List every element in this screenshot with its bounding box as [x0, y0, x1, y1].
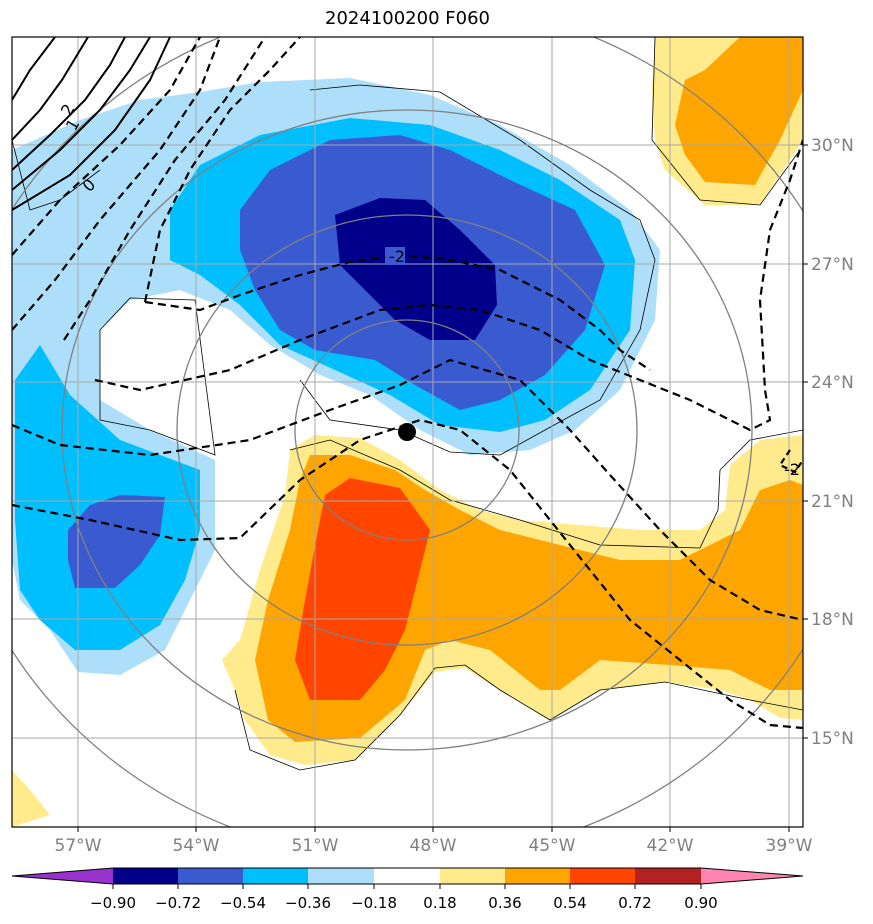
lon-label: 45°W [529, 836, 576, 856]
colorbar-bin [113, 868, 178, 884]
longitude-labels: 57°W 54°W 51°W 48°W 45°W 42°W 39°W [55, 836, 813, 856]
colorbar-label: −0.54 [220, 894, 266, 912]
colorbar-bin [570, 868, 635, 884]
colorbar-label: 0.72 [618, 894, 651, 912]
contour-label-neg2-right: -2 [784, 460, 800, 479]
dashed-contours [12, 37, 803, 730]
colorbar-bin [178, 868, 243, 884]
graticule [12, 37, 803, 827]
lon-label: 42°W [647, 836, 694, 856]
colorbar-label: 0.54 [553, 894, 586, 912]
colorbar-label: −0.36 [285, 894, 331, 912]
colorbar-bin [440, 868, 505, 884]
colorbar-bin [308, 868, 374, 884]
lat-label: 18°N [811, 610, 854, 630]
dashed-contour-right-loop [778, 449, 803, 474]
latitude-labels: 30°N 27°N 24°N 21°N 18°N 15°N [811, 136, 854, 749]
lat-label: 27°N [811, 255, 854, 275]
lon-label: 48°W [410, 836, 457, 856]
colorbar-bin [243, 868, 308, 884]
colorbar-bin [505, 868, 570, 884]
fill-neg054-sw [68, 495, 165, 588]
lat-label: 30°N [811, 136, 854, 156]
lon-label: 57°W [55, 836, 102, 856]
colorbar-extend-low [12, 868, 113, 884]
lat-label: 15°N [811, 729, 854, 749]
colorbar-label: 0.18 [423, 894, 456, 912]
lon-label: 39°W [766, 836, 813, 856]
tick-marks [77, 144, 808, 832]
colorbar-label: −0.18 [351, 894, 397, 912]
lat-label: 21°N [811, 492, 854, 512]
fill-neg036-sw [15, 345, 200, 650]
colorbar-bin [374, 868, 440, 884]
map-title: 2024100200 F060 [325, 8, 490, 29]
lat-label: 24°N [811, 373, 854, 393]
fill-pos036-ne [675, 37, 803, 185]
colorbar-label: −0.72 [155, 894, 201, 912]
colorbar-extend-high [701, 868, 803, 884]
colorbar-bin [635, 868, 701, 884]
colorbar-label: 0.36 [488, 894, 521, 912]
colorbar: −0.90 −0.72 −0.54 −0.36 −0.18 0.18 0.36 … [11, 867, 804, 912]
map-frame [11, 36, 804, 828]
range-rings [12, 37, 803, 827]
contour-label-neg2-center: -2 [389, 247, 405, 266]
solid-contours [12, 37, 171, 211]
colorbar-label: 0.90 [684, 894, 717, 912]
contour-label-bg [385, 247, 405, 265]
fill-pos018-swcorner [12, 770, 50, 827]
lon-label: 51°W [292, 836, 339, 856]
thin-outline-contours [12, 37, 803, 771]
fill-neg072-main [335, 198, 497, 340]
map-area: -2 -2 2 1 0 [12, 37, 803, 827]
storm-center-marker [398, 423, 416, 441]
lon-label: 54°W [173, 836, 220, 856]
colorbar-label: −0.90 [90, 894, 136, 912]
